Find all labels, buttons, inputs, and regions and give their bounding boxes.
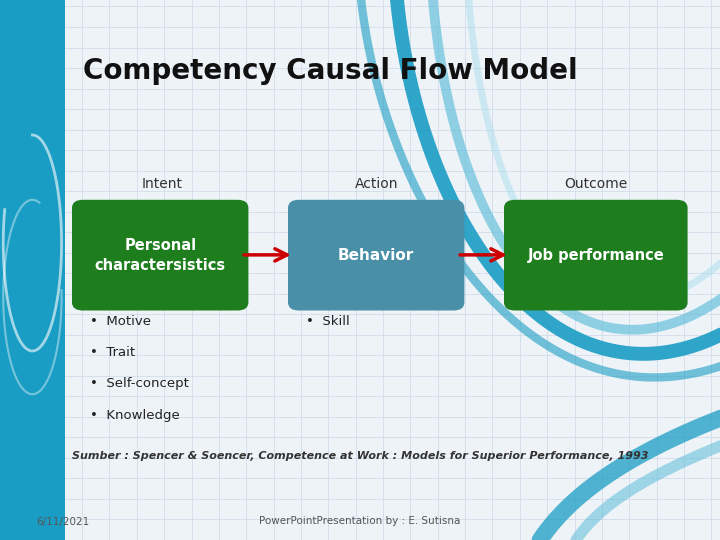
Text: •  Skill: • Skill — [306, 315, 350, 328]
Text: Action: Action — [355, 177, 398, 191]
Text: Personal
charactersistics: Personal charactersistics — [94, 238, 226, 273]
Text: Sumber : Spencer & Soencer, Competence at Work : Models for Superior Performance: Sumber : Spencer & Soencer, Competence a… — [72, 451, 648, 461]
Text: Intent: Intent — [142, 177, 182, 191]
Text: •  Knowledge: • Knowledge — [90, 409, 180, 422]
Text: Job performance: Job performance — [528, 248, 664, 262]
Text: •  Self-concept: • Self-concept — [90, 377, 189, 390]
FancyBboxPatch shape — [72, 200, 248, 310]
FancyBboxPatch shape — [288, 200, 464, 310]
Text: Outcome: Outcome — [564, 177, 628, 191]
Text: •  Motive: • Motive — [90, 315, 151, 328]
Text: Competency Causal Flow Model: Competency Causal Flow Model — [83, 57, 577, 85]
FancyBboxPatch shape — [504, 200, 688, 310]
Text: 6/11/2021: 6/11/2021 — [36, 516, 89, 526]
Text: Behavior: Behavior — [338, 248, 414, 262]
Text: •  Trait: • Trait — [90, 346, 135, 359]
FancyBboxPatch shape — [0, 0, 65, 540]
Text: PowerPointPresentation by : E. Sutisna: PowerPointPresentation by : E. Sutisna — [259, 516, 461, 526]
